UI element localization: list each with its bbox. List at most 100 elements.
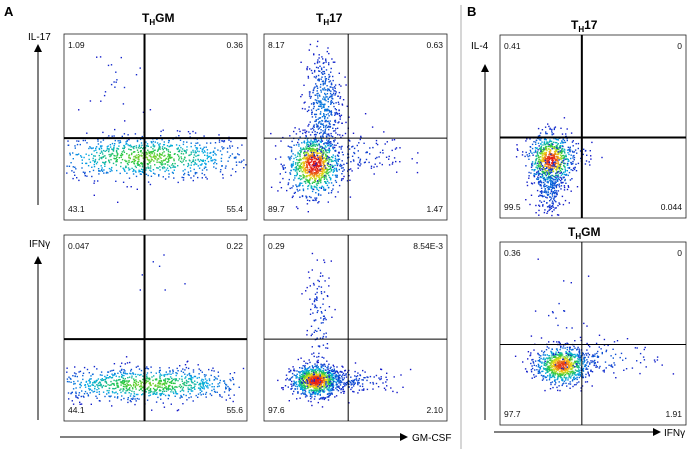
event-dot [190, 376, 193, 378]
plot-frame [63, 234, 248, 422]
event-dot [307, 77, 310, 79]
event-dot [139, 170, 141, 172]
event-dot [193, 154, 196, 156]
event-dot [283, 164, 285, 166]
event-dot [214, 161, 216, 163]
event-dot [320, 135, 322, 138]
event-dot [354, 382, 356, 384]
event-dot [317, 393, 319, 396]
event-dot [299, 136, 301, 138]
event-dot [136, 156, 138, 158]
event-dot [129, 400, 131, 402]
event-dot [319, 155, 321, 157]
event-dot [123, 388, 125, 391]
event-dot [317, 170, 319, 172]
event-dot [328, 109, 330, 112]
event-dot [201, 149, 204, 151]
event-dot [233, 394, 235, 396]
event-dot [235, 171, 237, 173]
event-dot [330, 141, 332, 143]
event-dot [139, 138, 142, 141]
event-dot [322, 398, 324, 400]
event-dot [317, 165, 319, 167]
event-dot [335, 374, 337, 376]
event-dot [330, 177, 332, 180]
xlabel-gmcsf: GM-CSF [412, 433, 451, 444]
event-dot [135, 171, 137, 173]
event-dot [309, 376, 311, 378]
event-dot [296, 158, 298, 161]
event-dot [168, 176, 170, 178]
event-dot [182, 160, 184, 162]
event-dot [323, 113, 325, 115]
event-dot [165, 382, 168, 384]
event-dot [351, 170, 353, 172]
event-dot [321, 164, 323, 167]
event-dot [135, 157, 137, 159]
event-dot [101, 151, 103, 153]
event-dot [337, 390, 340, 392]
event-dot [292, 383, 295, 385]
event-dot [334, 150, 337, 152]
event-dot [334, 119, 337, 122]
event-dot [557, 180, 559, 182]
event-dot [164, 373, 166, 376]
event-dot [155, 379, 158, 381]
event-dot [526, 138, 528, 140]
event-dot [206, 386, 208, 388]
event-dot [103, 162, 105, 164]
event-dot [325, 127, 327, 129]
event-dot [333, 170, 335, 172]
event-dot [154, 149, 156, 151]
event-dot [322, 386, 324, 388]
event-dot [349, 381, 351, 383]
event-dot [228, 389, 230, 392]
event-dot [359, 385, 361, 387]
event-dot [315, 178, 317, 180]
event-dot [384, 143, 386, 145]
event-dot [125, 380, 127, 382]
event-dot [313, 319, 315, 322]
event-dot [310, 368, 312, 370]
event-dot [391, 149, 393, 152]
event-dot [319, 156, 321, 158]
event-dot [96, 389, 98, 391]
event-dot [361, 385, 364, 388]
event-dot [122, 147, 124, 149]
event-dot [113, 146, 115, 149]
event-dot [221, 396, 223, 398]
event-dot [316, 163, 318, 166]
event-dot [546, 142, 548, 144]
event-dot [304, 162, 306, 164]
event-dot [329, 167, 332, 170]
event-dot [120, 165, 122, 168]
event-dot [302, 376, 304, 379]
event-dot [376, 156, 378, 159]
event-dot [190, 380, 193, 382]
event-dot [330, 86, 332, 88]
event-dot [184, 364, 187, 366]
event-dot [166, 373, 168, 376]
event-dot [308, 163, 310, 165]
event-dot [199, 147, 202, 149]
event-dot [328, 182, 330, 184]
event-dot [113, 379, 115, 382]
event-dot [198, 383, 201, 385]
event-dot [130, 393, 132, 395]
event-dot [330, 94, 333, 96]
event-dot [335, 113, 337, 115]
event-dot [152, 169, 155, 171]
event-dot [313, 54, 315, 56]
event-dot [183, 174, 185, 176]
event-dot [391, 163, 394, 165]
event-dot [315, 120, 317, 122]
event-dot [339, 116, 342, 118]
event-dot [305, 146, 307, 148]
event-dot [320, 286, 323, 288]
event-dot [541, 170, 543, 173]
event-dot [315, 385, 317, 387]
event-dot [116, 397, 119, 399]
event-dot [321, 116, 324, 118]
event-dot [311, 269, 313, 271]
event-dot [315, 186, 317, 188]
